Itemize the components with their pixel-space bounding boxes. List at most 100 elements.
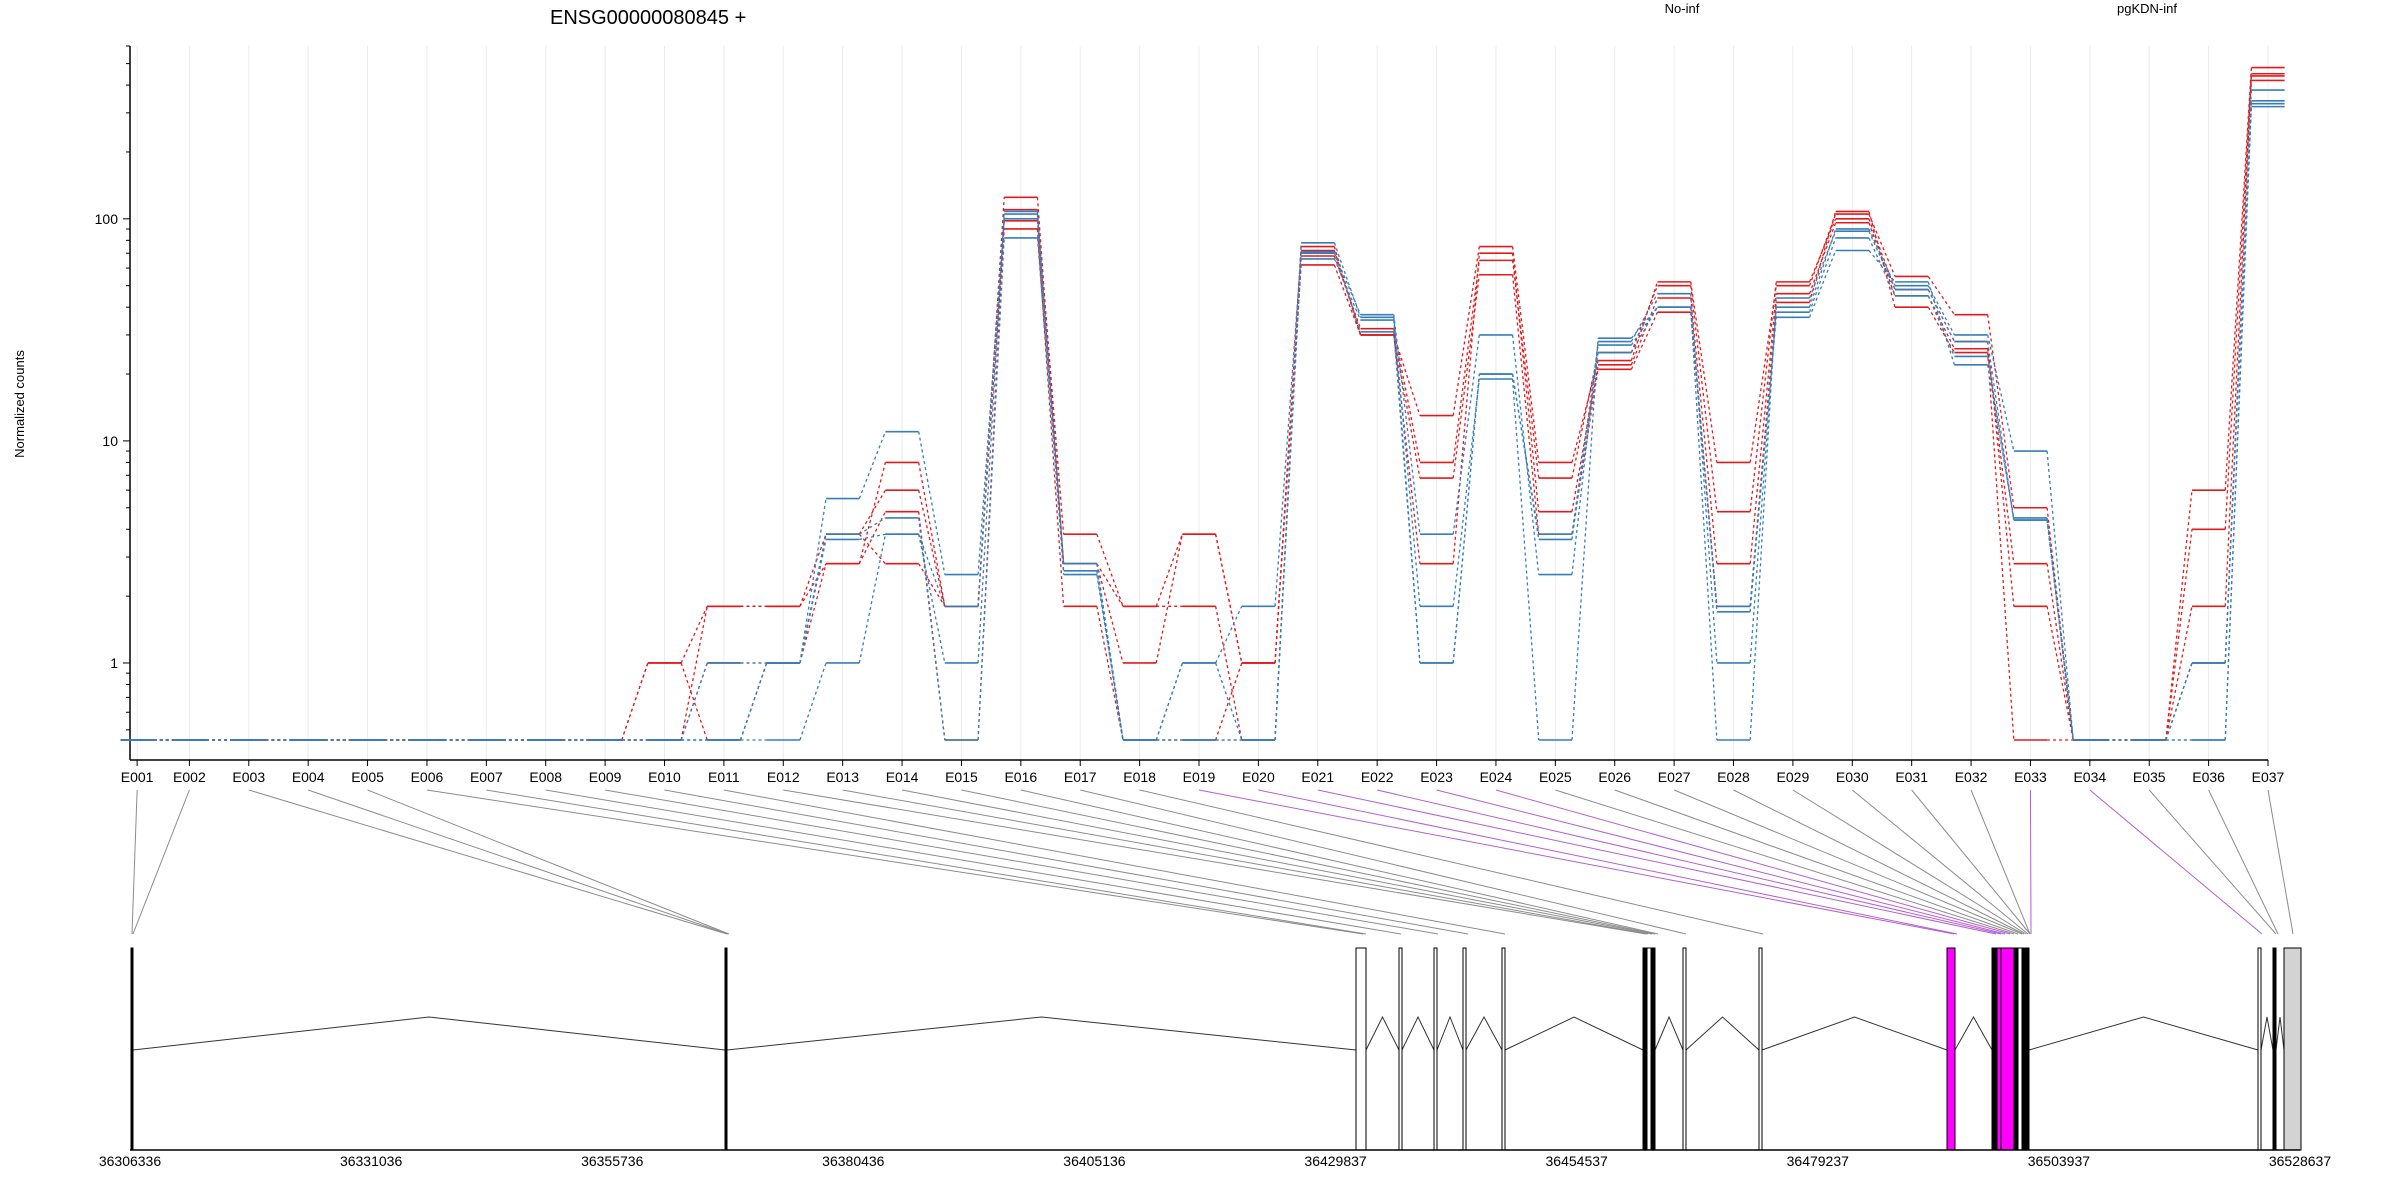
- x-tick-label: E016: [1004, 769, 1037, 785]
- series-connector: [1927, 289, 1956, 342]
- exon-connector: [367, 789, 730, 935]
- series-connector: [1393, 334, 1421, 564]
- exon-block: [1433, 947, 1438, 1151]
- coordinate-label: 36454537: [1546, 1153, 1609, 1169]
- x-tick-label: E004: [292, 769, 325, 785]
- series-connector: [977, 211, 1005, 607]
- chart-title: ENSG00000080845 +: [550, 7, 746, 29]
- series-connector: [1987, 334, 2015, 452]
- series-connector: [1274, 251, 1302, 741]
- series-connector: [1868, 218, 1896, 290]
- x-tick-label: E024: [1480, 769, 1513, 785]
- series-connector: [1808, 237, 1837, 313]
- exon-connector: [1911, 789, 2031, 935]
- x-tick-label: E029: [1777, 769, 1810, 785]
- exon-connector: [1792, 789, 2027, 935]
- series-connector: [1452, 246, 1480, 416]
- series-connector: [2224, 75, 2253, 607]
- exon-block: [2283, 947, 2302, 1151]
- series-connector: [799, 563, 827, 607]
- series-connector: [799, 534, 827, 664]
- series-connector: [1452, 274, 1480, 479]
- series-line: [120, 99, 2285, 741]
- y-tick-label: 10: [102, 433, 118, 449]
- series-connector: [1690, 285, 1718, 512]
- series-connector: [1036, 228, 1065, 607]
- series-connector: [680, 606, 708, 741]
- series-connector: [1036, 211, 1065, 564]
- exon-block: [724, 947, 728, 1151]
- intron-line: [1401, 1015, 1435, 1051]
- x-tick-label: E020: [1242, 769, 1275, 785]
- series-connector: [1927, 276, 1955, 316]
- series-connector: [1096, 606, 1124, 741]
- x-tick-label: E002: [173, 769, 206, 785]
- series-connector: [2046, 517, 2074, 741]
- coordinate-label: 36429837: [1304, 1153, 1367, 1169]
- series-connector: [1927, 306, 1955, 353]
- series-connector: [1927, 285, 1956, 336]
- x-tick-label: E028: [1717, 769, 1750, 785]
- series-connector: [2224, 67, 2253, 491]
- exon-block: [1398, 947, 1403, 1151]
- intron-line: [1465, 1015, 1503, 1051]
- exon-connector: [2208, 789, 2279, 935]
- series-connector: [1808, 211, 1837, 303]
- series-connector: [1393, 331, 1421, 664]
- series-connector: [1214, 534, 1243, 664]
- series-connector: [1808, 250, 1837, 318]
- exon-block: [1355, 947, 1367, 1151]
- exon-connector: [1258, 789, 1958, 935]
- coordinate-label: 36331036: [340, 1153, 403, 1169]
- series-connector: [1155, 534, 1184, 664]
- series-connector: [799, 498, 827, 664]
- x-tick-label: E006: [411, 769, 444, 785]
- legend-label-pgkdn-inf: pgKDN-inf: [2117, 1, 2177, 16]
- exon-block: [2000, 947, 2015, 1151]
- y-tick-label: 1: [110, 655, 118, 671]
- series-connector: [1511, 274, 1540, 535]
- intron-line: [2260, 1016, 2274, 1051]
- exon-block: [1946, 947, 1956, 1151]
- series-connector: [1393, 328, 1421, 463]
- series-connector: [858, 534, 887, 664]
- series-connector: [977, 237, 1005, 741]
- x-tick-label: E009: [589, 769, 622, 785]
- exon-block: [2017, 947, 2023, 1151]
- exon-block: [2257, 947, 2262, 1151]
- exon-connector: [1555, 789, 2015, 935]
- x-tick-label: E003: [232, 769, 265, 785]
- coordinate-label: 36380436: [822, 1153, 885, 1169]
- exon-connector: [783, 789, 1647, 935]
- series-connector: [1690, 307, 1718, 741]
- series-line: [120, 66, 2285, 741]
- series-connector: [1749, 281, 1777, 512]
- series-connector: [918, 563, 946, 607]
- series-connector: [1690, 297, 1718, 564]
- series-connector: [1630, 306, 1659, 346]
- series-connector: [1868, 230, 1896, 290]
- genomic-coordinate-axis: 36306336 36331036 36355736 36380436 36405136…: [99, 1149, 2331, 1169]
- series-connector: [858, 517, 886, 535]
- series-connector: [1868, 237, 1896, 297]
- exon-connector: [2029, 789, 2032, 935]
- series-connector: [799, 534, 827, 607]
- series-connector: [2165, 662, 2193, 741]
- intron-line: [1365, 1015, 1400, 1051]
- x-tick-label: E034: [2073, 769, 2106, 785]
- x-tick-label: E023: [1420, 769, 1453, 785]
- x-tick-label: E036: [2192, 769, 2225, 785]
- exon-connector: [1317, 789, 1997, 935]
- exon-connector: [1198, 789, 1955, 935]
- series-connector: [918, 517, 946, 741]
- exon-block: [2021, 947, 2026, 1151]
- series-connector: [977, 214, 1005, 664]
- x-tick-label: E025: [1539, 769, 1572, 785]
- exon-connector: [1377, 789, 2002, 935]
- coordinate-label: 36479237: [1787, 1153, 1850, 1169]
- y-axis: 1 10 100: [95, 45, 131, 760]
- series-connector: [739, 662, 768, 741]
- series-lines: [120, 66, 2285, 741]
- intron-line: [1685, 1016, 1760, 1051]
